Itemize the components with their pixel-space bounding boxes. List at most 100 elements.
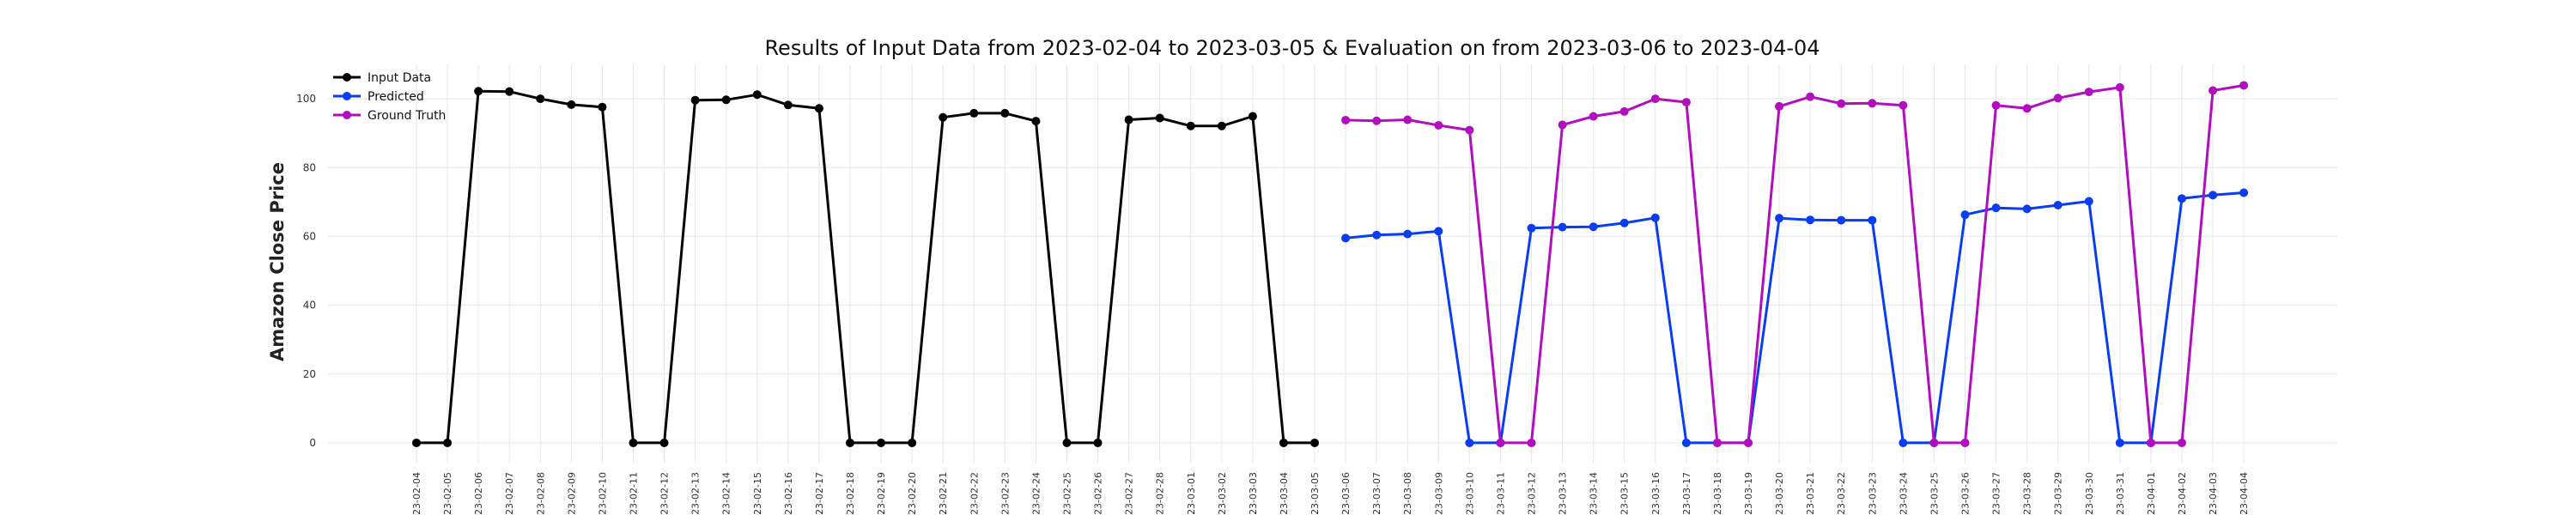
x-tick-label: -23-03-11 [1495,472,1506,515]
x-tick-label: -23-02-25 [1061,472,1072,515]
x-tick-label: -23-02-07 [504,472,515,515]
data-point [1031,117,1041,126]
legend: Input Data Predicted Ground Truth [333,71,446,123]
x-tick-label: -23-03-07 [1371,472,1382,515]
data-point [721,95,731,105]
series-line [416,89,1315,445]
x-tick-label: -23-04-02 [2177,472,2188,515]
data-point [1372,230,1382,239]
data-point [969,108,979,118]
data-point [1681,438,1691,447]
x-tick-label: -23-02-10 [597,472,608,515]
x-axis-ticks: -23-02-04 -23-02-05 -23-02-06 -23-02-07 -23-… [411,472,2250,515]
series-ground-truth [1341,81,2249,447]
data-point [1465,438,1474,447]
x-tick-label: -23-03-28 [2022,472,2033,515]
data-point [1341,233,1351,243]
legend-label: Ground Truth [368,109,446,123]
series [412,81,2249,447]
data-point [814,104,823,113]
data-point [2146,438,2155,447]
data-point [1155,113,1164,123]
y-tick-label: 20 [303,368,316,380]
x-tick-label: -23-02-04 [411,472,422,515]
data-point [690,95,700,105]
x-tick-label: -23-02-09 [566,472,577,515]
data-point [939,112,948,122]
data-point [1589,112,1598,121]
data-point [2208,191,2218,200]
series-line [1345,191,2245,445]
y-tick-label: 100 [296,93,316,105]
data-point [1960,210,1970,220]
data-point [2084,88,2093,97]
x-tick-label: -23-03-26 [1960,472,1971,515]
x-tick-label: -23-03-18 [1712,472,1723,515]
data-point [1248,112,1257,121]
data-point [659,438,669,447]
x-tick-label: -23-02-28 [1155,472,1166,515]
data-point [783,100,793,110]
data-point [752,90,762,100]
data-point [2053,94,2063,103]
data-point [2208,86,2218,95]
data-point [629,438,638,447]
data-point [1434,120,1443,130]
x-tick-label: -23-03-09 [1433,472,1444,515]
y-tick-label: 60 [303,230,316,242]
data-point [2022,104,2032,113]
data-point [598,102,607,112]
data-point [1124,115,1133,124]
data-point [908,438,917,447]
data-point [1527,438,1536,447]
data-point [1279,438,1288,447]
x-tick-label: -23-03-02 [1217,472,1228,515]
x-tick-label: -23-03-22 [1836,472,1847,515]
x-tick-label: -23-03-30 [2084,472,2095,515]
data-point [1558,120,1567,130]
x-tick-label: -23-02-08 [535,472,546,515]
data-point [2177,194,2186,203]
x-tick-label: -23-02-21 [938,472,949,515]
data-point [2177,438,2186,447]
data-point [1093,438,1103,447]
x-tick-label: -23-02-18 [845,472,856,515]
x-tick-label: -23-03-15 [1619,472,1631,515]
x-tick-label: -23-03-01 [1186,472,1197,515]
data-point [1619,106,1629,116]
legend-swatch-marker [343,111,351,119]
data-point [474,87,483,96]
y-tick-label: 80 [303,161,316,173]
x-tick-label: -23-02-11 [628,472,639,515]
data-point [1806,215,1815,225]
data-point [1496,438,1505,447]
legend-entry: Ground Truth [333,109,446,123]
data-point [1619,218,1629,227]
x-tick-label: -23-02-14 [721,472,732,515]
data-point [1000,108,1010,118]
data-point [1527,223,1536,233]
x-tick-label: -23-03-08 [1402,472,1413,515]
data-point [1744,438,1753,447]
data-point [536,94,545,104]
x-tick-label: -23-04-01 [2146,472,2157,515]
data-point [1558,222,1567,232]
data-point [1465,125,1474,135]
x-tick-label: -23-02-26 [1093,472,1104,515]
data-point [1991,203,2001,213]
x-tick-label: -23-04-03 [2208,472,2219,515]
legend-entry: Input Data [333,71,431,85]
data-point [1217,121,1226,130]
legend-label: Predicted [368,90,424,104]
data-point [1960,438,1970,447]
data-point [1650,213,1660,222]
y-axis-label: Amazon Close Price [267,162,288,361]
data-point [2053,200,2063,209]
chart-title: Results of Input Data from 2023-02-04 to… [764,36,1820,60]
data-point [1403,115,1413,124]
data-point [2115,82,2124,92]
data-point [1403,229,1413,239]
x-tick-label: -23-03-04 [1279,472,1290,515]
y-tick-label: 0 [309,437,316,449]
